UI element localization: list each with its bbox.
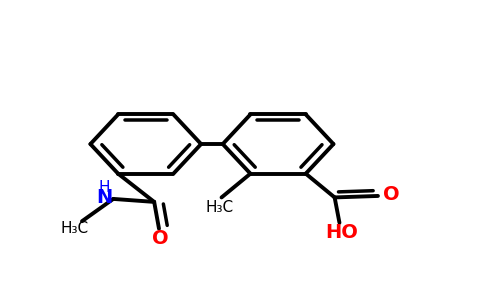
Text: N: N [96,188,113,207]
Text: H₃C: H₃C [205,200,233,215]
Text: H: H [99,179,110,194]
Text: O: O [151,229,168,248]
Text: HO: HO [325,223,358,242]
Text: H₃C: H₃C [60,221,89,236]
Text: O: O [383,185,400,204]
